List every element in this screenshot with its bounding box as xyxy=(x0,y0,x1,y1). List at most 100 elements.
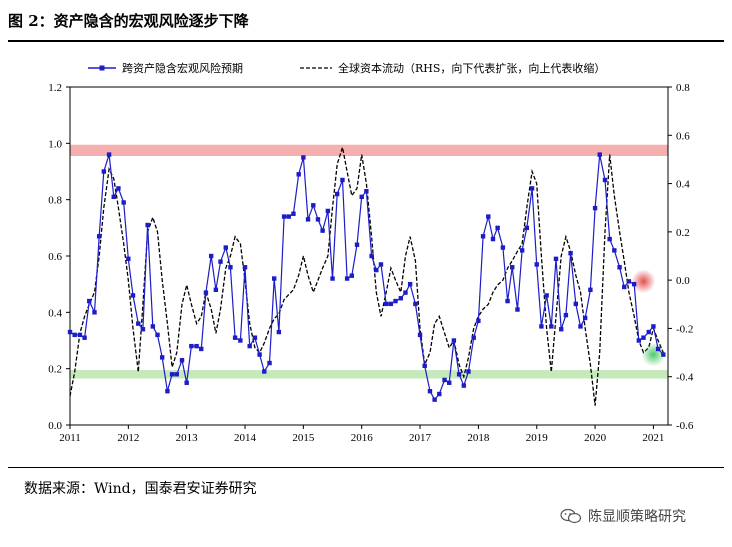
series-macro-risk-point-99 xyxy=(549,324,554,329)
series-macro-risk-point-9 xyxy=(111,194,116,200)
series-macro-risk-point-64 xyxy=(378,262,384,267)
series-macro-risk-point-51 xyxy=(315,217,321,222)
series-macro-risk-point-59 xyxy=(354,242,360,247)
series-macro-risk-point-21 xyxy=(169,372,175,377)
series-macro-risk-point-101 xyxy=(559,327,564,332)
series-macro-risk-point-52 xyxy=(320,228,325,233)
series-macro-risk-point-98 xyxy=(544,293,549,298)
x-tick-label-10: 2021 xyxy=(642,432,664,444)
y-right-tick-label-5: 0.4 xyxy=(676,179,690,191)
x-tick-label-6: 2017 xyxy=(409,432,432,444)
series-macro-risk-point-29 xyxy=(208,253,214,259)
y-left-tick-label-4: 0.8 xyxy=(48,195,62,207)
series-macro-risk-point-58 xyxy=(349,273,354,278)
y-left-tick-label-0: 0.0 xyxy=(48,420,62,432)
x-tick-label-0: 2011 xyxy=(59,432,81,444)
series-macro-risk-point-62 xyxy=(369,253,374,259)
chart: 0.0 0.2 0.4 0.6 0.8 1.0 1.2 -0.6 -0.4 -0.2 0.0 0.2 0… xyxy=(48,61,694,444)
x-tick-label-4: 2015 xyxy=(292,432,315,444)
series-macro-risk-point-19 xyxy=(159,355,165,360)
series-macro-risk-point-28 xyxy=(203,290,209,295)
series-macro-risk-point-5 xyxy=(92,310,97,315)
series-macro-risk-point-11 xyxy=(121,200,126,205)
series-macro-risk-point-79 xyxy=(451,338,457,343)
series-macro-risk-point-63 xyxy=(374,267,379,273)
series-macro-risk-point-119 xyxy=(646,329,651,335)
y-right-tick-label-6: 0.6 xyxy=(676,130,690,142)
series-macro-risk-point-15 xyxy=(140,327,146,332)
series-macro-risk-point-1 xyxy=(72,332,77,338)
series-macro-risk-point-117 xyxy=(636,338,642,343)
series-macro-risk-point-32 xyxy=(223,245,228,250)
series-macro-risk-point-45 xyxy=(286,214,291,219)
series-macro-risk-point-38 xyxy=(252,335,258,340)
series-macro-risk-point-74 xyxy=(427,389,433,394)
series-macro-risk-point-75 xyxy=(432,397,437,402)
series-macro-risk-point-105 xyxy=(578,324,583,329)
figure-title: 图 2：资产隐含的宏观风险逐步下降 xyxy=(8,12,249,30)
series-macro-risk-point-97 xyxy=(539,324,544,329)
legend-label-capital-flow: 全球资本流动（RHS，向下代表扩张，向上代表收缩） xyxy=(338,61,605,75)
series-macro-risk-point-93 xyxy=(519,248,525,253)
y-left-tick-label-1: 0.2 xyxy=(48,364,62,376)
bottom-rule xyxy=(8,467,724,468)
series-macro-risk-point-92 xyxy=(515,307,520,312)
series-macro-risk-point-73 xyxy=(422,363,427,369)
x-tick-label-2: 2013 xyxy=(176,432,199,444)
series-macro-risk-point-14 xyxy=(136,321,141,326)
series-macro-risk-point-85 xyxy=(480,234,486,239)
legend-label-macro-risk: 跨资产隐含宏观风险预期 xyxy=(122,61,243,75)
x-tick-label-9: 2020 xyxy=(584,432,607,444)
series-macro-risk-point-26 xyxy=(194,343,199,349)
x-tick-label-3: 2014 xyxy=(234,432,257,444)
series-macro-risk-point-36 xyxy=(242,265,248,270)
series-macro-risk-point-88 xyxy=(495,225,500,231)
series-macro-risk-point-27 xyxy=(199,346,204,352)
series-macro-risk-point-94 xyxy=(524,225,530,231)
series-macro-risk-point-71 xyxy=(413,301,418,307)
y-left-tick-label-2: 0.4 xyxy=(48,307,62,319)
series-macro-risk-point-84 xyxy=(476,318,481,323)
series-macro-risk-point-96 xyxy=(534,262,539,267)
series-macro-risk-point-54 xyxy=(330,276,335,281)
y-left-tick-label-6: 1.2 xyxy=(48,82,62,94)
reference-band-0 xyxy=(70,144,668,157)
series-macro-risk-point-95 xyxy=(529,186,535,191)
series-macro-risk-point-90 xyxy=(505,298,510,304)
highlight-glow-0 xyxy=(631,269,656,294)
series-macro-risk-point-72 xyxy=(417,332,423,338)
y-right-tick-label-7: 0.8 xyxy=(676,82,690,94)
series-macro-risk-point-76 xyxy=(437,391,442,397)
series-macro-risk-point-61 xyxy=(364,189,369,194)
series-capital-flow-line xyxy=(69,147,664,406)
wechat-icon xyxy=(560,508,582,524)
series-macro-risk-point-107 xyxy=(588,287,593,292)
series-macro-risk-point-82 xyxy=(466,369,471,374)
x-tick-label-7: 2018 xyxy=(467,432,490,444)
series-macro-risk-point-35 xyxy=(238,338,243,343)
series-macro-risk-point-41 xyxy=(267,360,272,366)
series-macro-risk-point-17 xyxy=(150,324,156,329)
series-macro-risk-point-113 xyxy=(617,265,622,270)
series-macro-risk-point-69 xyxy=(403,290,408,295)
series-macro-risk-point-60 xyxy=(359,194,364,200)
y-left-tick-label-3: 0.6 xyxy=(48,251,62,263)
series-macro-risk-point-3 xyxy=(82,335,87,340)
series-macro-risk-point-0 xyxy=(67,329,73,335)
legend-swatch-macro-risk-marker xyxy=(99,65,105,71)
series-macro-risk-point-121 xyxy=(655,346,661,352)
series-macro-risk-point-111 xyxy=(607,236,612,242)
series-macro-risk-point-47 xyxy=(296,172,301,177)
series-macro-risk-point-16 xyxy=(145,222,150,228)
series-macro-risk-point-7 xyxy=(101,169,107,174)
y-right-tick-label-2: -0.2 xyxy=(676,323,693,335)
series-macro-risk-point-8 xyxy=(106,152,112,157)
series-macro-risk-point-83 xyxy=(471,335,476,340)
y-right-tick-label-0: -0.6 xyxy=(676,420,694,432)
series-macro-risk-point-102 xyxy=(563,312,569,318)
series-macro-risk-point-67 xyxy=(393,298,398,304)
watermark-label: 陈显顺策略研究 xyxy=(588,509,686,525)
series-macro-risk-point-110 xyxy=(602,177,608,183)
series-macro-risk-point-103 xyxy=(568,250,573,256)
x-tick-label-5: 2016 xyxy=(351,432,374,444)
